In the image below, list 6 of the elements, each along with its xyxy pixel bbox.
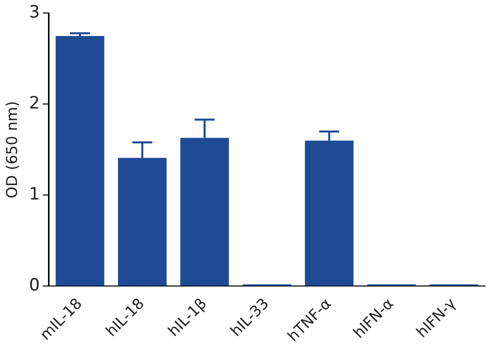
y-tick-label: 0	[28, 276, 40, 296]
y-tick-label: 3	[28, 2, 40, 23]
y-tick-label: 1	[28, 184, 40, 205]
bar	[56, 36, 104, 286]
y-axis-title: OD (650 nm)	[2, 101, 21, 198]
y-tick-label: 2	[28, 94, 40, 114]
